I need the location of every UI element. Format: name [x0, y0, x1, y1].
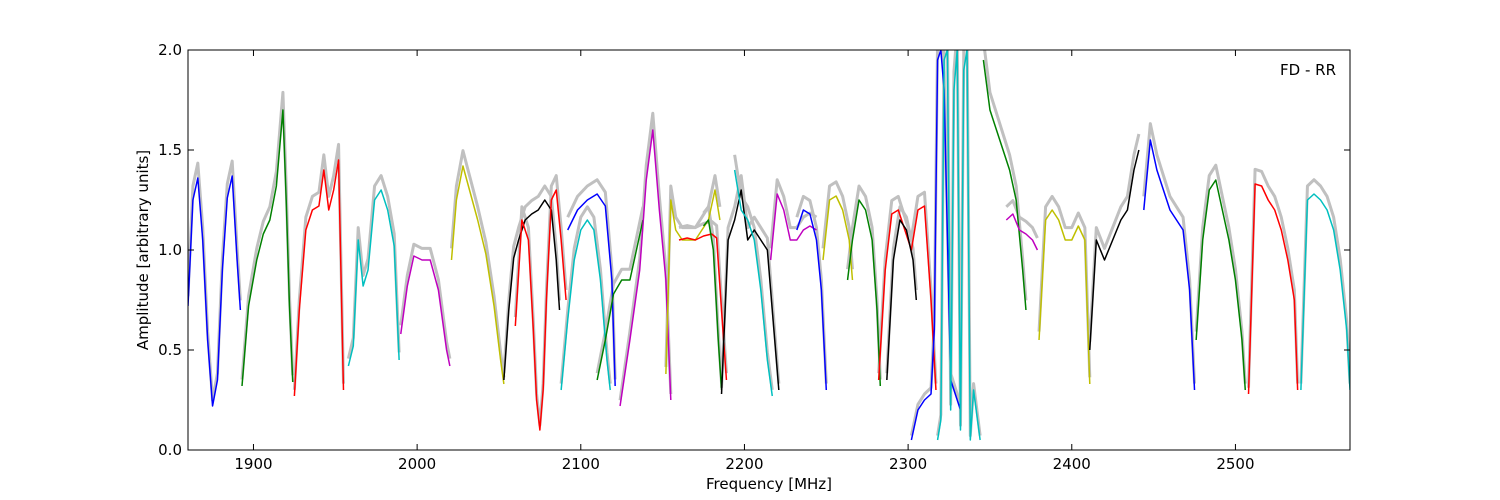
series-line — [702, 219, 723, 391]
series-line — [769, 193, 817, 261]
series-line — [678, 233, 728, 381]
series-line — [886, 219, 918, 381]
series-line — [1005, 213, 1039, 251]
background-trace-segment — [450, 149, 506, 378]
background-trace-segment — [399, 242, 452, 359]
chart-annotation: FD - RR — [1280, 61, 1336, 79]
background-trace-segment — [1088, 133, 1141, 343]
series-layer — [188, 50, 1350, 441]
series-line — [1089, 149, 1140, 351]
x-tick-label: 2200 — [725, 455, 763, 473]
series-line — [567, 193, 616, 387]
x-tick-label: 2000 — [398, 455, 436, 473]
background-trace-segment — [292, 142, 345, 390]
y-tick-label: 0.0 — [158, 441, 182, 459]
x-tick-label: 1900 — [234, 455, 272, 473]
series-line — [619, 129, 672, 407]
background-trace-segment — [983, 50, 1028, 301]
series-line — [503, 199, 561, 381]
background-trace-segment — [618, 111, 673, 401]
background-trace-segment — [502, 184, 562, 374]
series-line — [796, 209, 828, 391]
background-trace-segment — [1299, 178, 1350, 384]
x-axis-label: Frequency [MHz] — [706, 475, 832, 493]
series-line — [596, 219, 644, 381]
series-line — [1143, 139, 1196, 391]
y-tick-label: 0.5 — [158, 341, 182, 359]
series-line — [665, 189, 721, 375]
background-trace-segment — [1142, 122, 1197, 384]
y-axis: 0.0 0.5 1.0 1.5 2.0 — [158, 41, 1350, 459]
series-line — [188, 175, 242, 407]
series-line — [936, 50, 981, 441]
background-trace-segment — [1194, 163, 1247, 384]
x-tick-label: 2100 — [562, 455, 600, 473]
series-line — [293, 159, 345, 397]
series-line — [733, 169, 774, 397]
background-trace-segment — [1005, 199, 1039, 239]
y-tick-label: 2.0 — [158, 41, 182, 59]
y-axis-label: Amplitude [arbitrary units] — [134, 150, 152, 350]
series-line — [1038, 209, 1091, 385]
background-trace — [188, 50, 1350, 438]
series-line — [400, 255, 451, 367]
x-tick-label: 2300 — [889, 455, 927, 473]
series-line — [822, 195, 854, 281]
y-tick-label: 1.0 — [158, 241, 182, 259]
background-trace-segment — [720, 174, 781, 388]
series-line — [450, 165, 505, 385]
series-line — [982, 59, 1027, 311]
series-line — [910, 50, 962, 441]
series-line — [1247, 183, 1299, 395]
y-tick-label: 1.5 — [158, 141, 182, 159]
series-line — [241, 109, 294, 387]
series-line — [514, 189, 567, 431]
series-line — [560, 219, 611, 391]
background-trace-segment — [1037, 194, 1092, 378]
x-tick-label: 2400 — [1053, 455, 1091, 473]
series-line — [1300, 193, 1350, 391]
series-line — [347, 189, 400, 367]
x-tick-label: 2500 — [1216, 455, 1254, 473]
series-line — [720, 189, 780, 395]
background-trace-segment — [188, 159, 242, 402]
series-line — [1195, 179, 1247, 391]
x-axis: 1900 2000 2100 2200 2300 2400 2500 — [234, 50, 1255, 473]
background-trace-segment — [1247, 167, 1300, 388]
series-line — [846, 199, 882, 387]
background-trace-segment — [821, 180, 854, 270]
background-trace-segment — [566, 178, 617, 380]
